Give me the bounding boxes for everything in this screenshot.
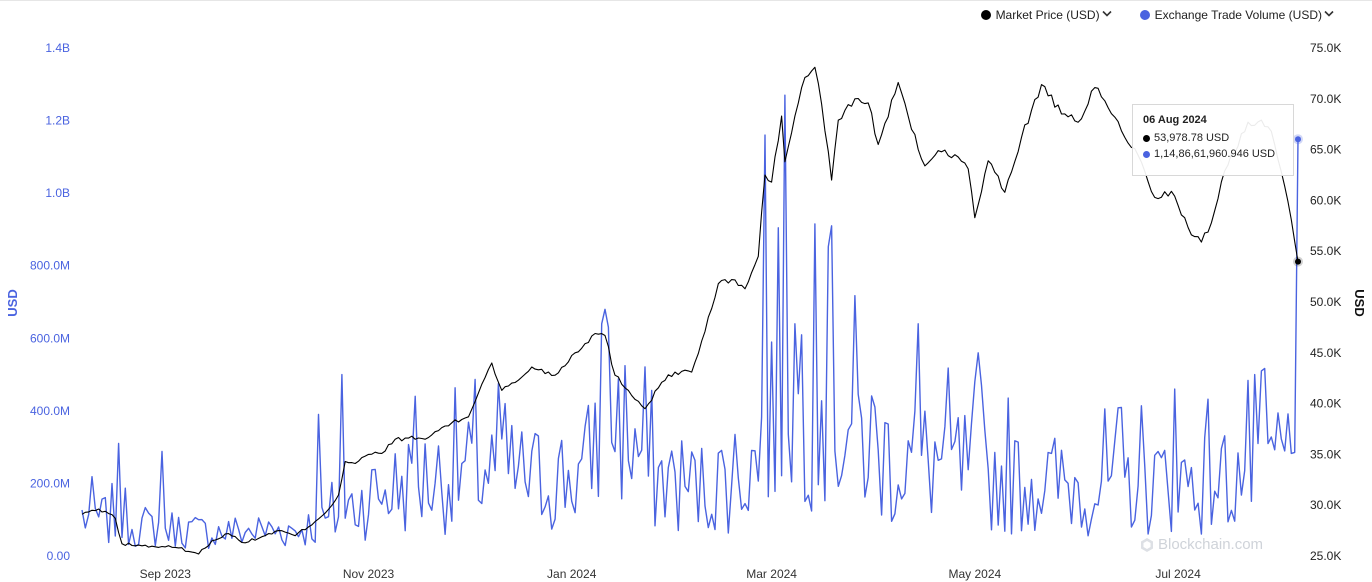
right-tick-label: 65.0K: [1310, 143, 1341, 157]
x-axis: Sep 2023 Nov 2023 Jan 2024 Mar 2024 May 2024…: [140, 567, 1201, 581]
watermark: Blockchain.com: [1140, 536, 1263, 553]
tooltip-price: 53,978.78 USD: [1154, 132, 1230, 144]
x-tick-label: Sep 2023: [140, 567, 192, 581]
trade-volume-dot-icon: [1139, 10, 1150, 20]
right-tick-label: 50.0K: [1310, 295, 1341, 309]
tooltip: 06 Aug 2024 53,978.78 USD 1,14,86,61,960…: [1132, 104, 1294, 176]
market-price-dot-icon: [980, 10, 991, 20]
x-tick-label: Nov 2023: [343, 567, 395, 581]
left-tick-label: 1.0B: [45, 186, 70, 200]
right-axis: 25.0K 30.0K 35.0K 40.0K 45.0K 50.0K 55.0K 60.0K…: [1310, 41, 1341, 563]
left-axis: 0.00 200.0M 400.0M 600.0M 800.0M 1.0B 1.2B 1.4B: [30, 41, 70, 563]
x-tick-label: May 2024: [948, 567, 1001, 581]
volume-hover-point: [1295, 136, 1301, 143]
left-tick-label: 200.0M: [30, 476, 70, 490]
tooltip-price-row: 53,978.78 USD: [1143, 132, 1283, 144]
top-border: [0, 0, 1372, 1]
left-tick-label: 0.00: [47, 549, 71, 563]
chevron-down-icon[interactable]: [1102, 10, 1112, 21]
hover-markers: [1293, 134, 1303, 267]
right-axis-label: USD: [1352, 289, 1367, 316]
right-tick-label: 75.0K: [1310, 41, 1341, 55]
legend-item-trade-volume[interactable]: Exchange Trade Volume (USD): [1139, 8, 1334, 22]
price-hover-point: [1295, 258, 1301, 265]
left-tick-label: 1.2B: [45, 114, 70, 128]
tooltip-volume: 1,14,86,61,960.946 USD: [1154, 148, 1276, 160]
right-tick-label: 60.0K: [1310, 193, 1341, 207]
price-dot-icon: [1143, 134, 1150, 142]
right-tick-label: 25.0K: [1310, 549, 1341, 563]
left-tick-label: 1.4B: [45, 41, 70, 55]
legend: Market Price (USD) Exchange Trade Volume…: [980, 8, 1334, 22]
chevron-down-icon[interactable]: [1324, 10, 1334, 21]
x-tick-label: Jan 2024: [547, 567, 597, 581]
x-tick-label: Mar 2024: [746, 567, 797, 581]
left-tick-label: 400.0M: [30, 404, 70, 418]
left-tick-label: 600.0M: [30, 331, 70, 345]
legend-label-market-price: Market Price (USD): [995, 8, 1100, 22]
series-line-trade-volume: [81, 94, 1299, 549]
left-tick-label: 800.0M: [30, 259, 70, 273]
right-tick-label: 30.0K: [1310, 498, 1341, 512]
x-tick-label: Jul 2024: [1155, 567, 1201, 581]
right-tick-label: 70.0K: [1310, 92, 1341, 106]
right-tick-label: 35.0K: [1310, 447, 1341, 461]
legend-label-trade-volume: Exchange Trade Volume (USD): [1154, 8, 1322, 22]
right-tick-label: 55.0K: [1310, 244, 1341, 258]
blockchain-logo-icon: [1141, 537, 1153, 552]
tooltip-volume-row: 1,14,86,61,960.946 USD: [1143, 148, 1283, 160]
left-axis-label: USD: [5, 289, 20, 316]
right-tick-label: 40.0K: [1310, 397, 1341, 411]
legend-item-market-price[interactable]: Market Price (USD): [980, 8, 1112, 22]
right-tick-label: 45.0K: [1310, 346, 1341, 360]
watermark-text: Blockchain.com: [1158, 536, 1264, 553]
volume-dot-icon: [1143, 150, 1150, 158]
series-group: [81, 66, 1299, 555]
tooltip-date: 06 Aug 2024: [1143, 114, 1207, 126]
series-line-market-price: [81, 66, 1299, 555]
